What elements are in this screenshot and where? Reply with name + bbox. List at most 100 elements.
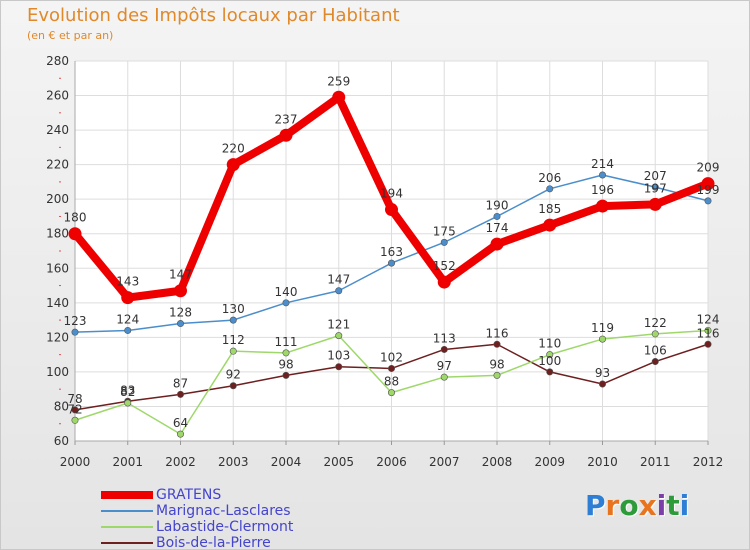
data-label: 175 <box>433 224 456 238</box>
data-label: 122 <box>644 316 667 330</box>
data-label: 209 <box>697 161 720 175</box>
data-label: 207 <box>644 169 667 183</box>
data-point <box>546 351 554 359</box>
legend-label: GRATENS <box>156 487 222 503</box>
x-tick-label: 2006 <box>376 455 407 469</box>
legend-swatch <box>101 526 153 528</box>
data-point <box>68 227 82 241</box>
data-label: 124 <box>697 312 720 326</box>
data-label: 180 <box>64 211 87 225</box>
data-label: 194 <box>380 187 403 201</box>
data-label: 113 <box>433 331 456 345</box>
data-point <box>385 203 398 217</box>
data-point <box>598 171 606 179</box>
data-point <box>335 332 343 340</box>
data-label: 152 <box>433 259 456 273</box>
data-point <box>387 364 395 372</box>
y-tick-label: 180 <box>46 227 69 241</box>
data-point <box>332 90 346 104</box>
data-point <box>177 390 185 398</box>
data-label: 220 <box>222 142 245 156</box>
data-label: 93 <box>595 366 610 380</box>
data-label: 88 <box>384 375 399 389</box>
data-label: 206 <box>538 171 561 185</box>
data-point <box>598 380 606 388</box>
data-label: 78 <box>67 392 82 406</box>
data-point <box>229 347 237 355</box>
series-lines <box>68 90 715 438</box>
y-tick-label: 140 <box>46 296 69 310</box>
data-point <box>282 299 290 307</box>
y-tick-label: 220 <box>46 158 69 172</box>
data-label: 143 <box>116 275 139 289</box>
data-point <box>651 183 659 191</box>
x-tick-label: 2007 <box>429 455 460 469</box>
legend-swatch <box>101 510 153 512</box>
data-label: 259 <box>327 74 350 88</box>
data-point <box>335 287 343 295</box>
x-tick-label: 2008 <box>482 455 513 469</box>
x-tick-label: 2010 <box>587 455 618 469</box>
data-label: 112 <box>222 333 245 347</box>
data-point <box>651 330 659 338</box>
data-point <box>596 199 609 213</box>
data-point <box>282 349 290 357</box>
data-point <box>282 371 290 379</box>
data-point <box>177 320 185 328</box>
data-label: 102 <box>380 350 403 364</box>
data-label: 124 <box>116 312 139 326</box>
data-label: 98 <box>278 357 293 371</box>
data-point <box>177 430 185 438</box>
x-axis-ticks: 2000 2001 2002 2003 2004 2005 2006 2007 2008 2009… <box>60 441 723 469</box>
data-label: 190 <box>486 198 509 212</box>
data-label: 106 <box>644 344 667 358</box>
legend-swatch <box>101 491 153 499</box>
data-label: 87 <box>173 376 188 390</box>
data-point <box>229 316 237 324</box>
y-tick-label: 60 <box>54 434 69 448</box>
data-label: 185 <box>538 202 561 216</box>
data-label: 110 <box>538 337 561 351</box>
x-tick-label: 2005 <box>323 455 354 469</box>
data-point <box>440 345 448 353</box>
data-label: 123 <box>64 314 87 328</box>
data-label: 116 <box>486 326 509 340</box>
data-label: 92 <box>226 368 241 382</box>
data-label: 197 <box>644 181 667 195</box>
data-point <box>71 416 79 424</box>
data-label: 98 <box>489 357 504 371</box>
data-point <box>701 177 715 191</box>
data-label: 147 <box>327 273 350 287</box>
data-label: 237 <box>275 112 298 126</box>
data-label: 119 <box>591 321 614 335</box>
data-point <box>493 371 501 379</box>
data-label: 163 <box>380 245 403 259</box>
data-label: 97 <box>437 359 452 373</box>
data-point <box>704 326 712 334</box>
x-tick-label: 2011 <box>640 455 671 469</box>
data-point <box>174 284 187 298</box>
y-tick-label: 260 <box>46 89 69 103</box>
data-point <box>121 291 135 305</box>
y-tick-label: 80 <box>54 399 69 413</box>
chart-title: Evolution des Impôts locaux par Habitant <box>27 5 400 26</box>
data-label: 174 <box>486 221 509 235</box>
y-tick-label: 280 <box>46 54 69 68</box>
data-labels: 180 143 147 220 237 259 194 152 174 185 196 197 209 1… <box>64 74 720 430</box>
data-label: 116 <box>697 326 720 340</box>
data-label: 111 <box>275 335 298 349</box>
data-point <box>437 275 451 289</box>
data-label: 121 <box>327 318 350 332</box>
legend-label: Marignac-Lasclares <box>156 503 291 519</box>
y-tick-label: 120 <box>46 330 69 344</box>
x-tick-label: 2000 <box>60 455 91 469</box>
data-point <box>440 238 448 246</box>
x-tick-label: 2001 <box>112 455 143 469</box>
data-point <box>387 259 395 267</box>
x-tick-label: 2003 <box>218 455 249 469</box>
data-label: 147 <box>169 268 192 282</box>
data-label: 199 <box>697 183 720 197</box>
x-tick-label: 2009 <box>534 455 565 469</box>
